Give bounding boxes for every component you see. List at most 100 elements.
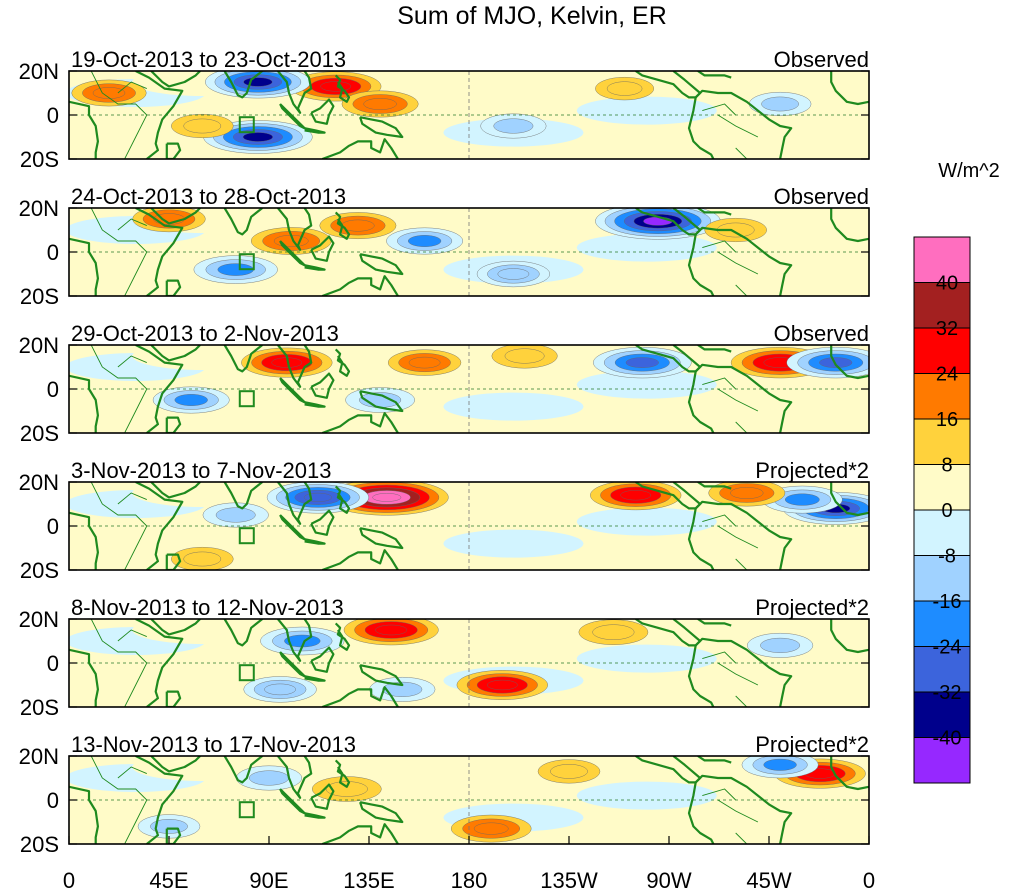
coastline — [277, 345, 313, 388]
coastline — [334, 211, 351, 240]
coastline — [223, 208, 263, 236]
map-panel-3: 20N 0 20S 29-Oct-2013 to 2-Nov-2013 Observed — [19, 321, 870, 446]
coastline — [304, 812, 326, 819]
anomaly-contour-7 — [382, 681, 423, 697]
coastline — [697, 756, 732, 764]
anomaly-contour-6 — [550, 764, 588, 779]
coastline — [304, 401, 326, 408]
coastline — [694, 774, 793, 844]
coastline — [277, 756, 313, 799]
coastline — [830, 619, 869, 654]
lat-tick-label: 20S — [20, 147, 59, 172]
country-border — [717, 799, 759, 823]
coastline — [321, 138, 399, 159]
coastline — [69, 237, 99, 296]
country-border — [735, 147, 748, 159]
coastline — [310, 783, 335, 810]
coastline — [165, 690, 182, 707]
coastlines — [69, 482, 869, 570]
panel-date-range: 8-Nov-2013 to 12-Nov-2013 — [71, 595, 344, 620]
coastline — [321, 549, 399, 570]
anomaly-contour-2 — [486, 679, 518, 691]
coastline — [697, 71, 732, 79]
coastline — [310, 235, 335, 262]
anomaly-contour-3 — [243, 77, 273, 87]
country-border — [717, 114, 759, 138]
weak-anomaly-band — [576, 507, 717, 536]
coastline — [150, 482, 201, 499]
lat-tick-label: 20S — [20, 421, 59, 446]
lon-tick-label: 135W — [540, 868, 598, 889]
map-panel-2: 20N 0 20S 24-Oct-2013 to 28-Oct-2013 Observe… — [19, 184, 870, 309]
coastline — [277, 208, 313, 251]
map-panel-4: 20N 0 20S 3-Nov-2013 to 7-Nov-2013 Projected… — [19, 458, 870, 583]
coastline — [635, 71, 702, 99]
coastline — [223, 482, 263, 510]
coastline — [697, 345, 732, 353]
anomaly-contour-1 — [643, 216, 673, 226]
coastlines — [69, 71, 869, 159]
coastline — [310, 646, 335, 673]
coastline — [359, 801, 404, 824]
weak-anomaly-band — [732, 401, 869, 430]
coastlines — [69, 756, 869, 844]
weak-anomaly-band — [443, 392, 584, 421]
weak-anomaly-band — [576, 370, 717, 399]
island-marker — [238, 116, 255, 134]
coastline — [359, 527, 404, 550]
country-border — [735, 832, 748, 844]
anomaly-contour-1 — [320, 81, 352, 92]
map-panel-1: 20N 0 20S 19-Oct-2013 to 23-Oct-2013 Observe… — [19, 47, 870, 172]
anomaly-contour-6 — [730, 487, 764, 499]
anomaly-contour-6 — [497, 268, 530, 280]
coastline — [279, 240, 306, 267]
colorbar-level-label: 24 — [936, 364, 958, 386]
coastline — [223, 756, 263, 784]
country-border — [90, 756, 148, 844]
coastline — [165, 279, 182, 296]
lon-tick-label: 135E — [343, 868, 394, 889]
weak-anomaly-band — [576, 781, 717, 810]
country-border — [717, 662, 759, 686]
panel-source-label: Observed — [774, 47, 869, 72]
coastline — [135, 482, 184, 570]
coastline — [279, 103, 306, 130]
coastline — [697, 208, 732, 216]
coastline — [334, 74, 351, 103]
coastline — [150, 756, 201, 773]
coastline — [694, 226, 793, 296]
panel-source-label: Projected*2 — [755, 732, 869, 757]
lat-tick-label: 0 — [47, 240, 59, 265]
colorbar-swatch — [913, 464, 971, 511]
anomaly-contour-5 — [249, 770, 289, 786]
colorbar-swatch — [913, 555, 971, 602]
anomaly-field — [69, 345, 869, 430]
country-border — [702, 103, 737, 116]
coastline — [359, 664, 404, 687]
coastline — [635, 482, 702, 510]
lat-tick-label: 20S — [20, 832, 59, 857]
anomaly-contour-6 — [760, 637, 800, 653]
anomaly-contour-5 — [620, 490, 652, 501]
coastline — [694, 89, 793, 159]
anomaly-contour-2 — [763, 758, 797, 771]
country-border — [117, 629, 147, 642]
country-border — [735, 558, 748, 570]
weak-anomaly-band — [399, 90, 539, 118]
anomaly-contour-8 — [183, 551, 222, 567]
weak-anomaly-band — [732, 264, 869, 293]
coastline — [150, 345, 201, 362]
coastline — [279, 651, 306, 678]
panel-source-label: Observed — [774, 184, 869, 209]
island-marker — [238, 527, 255, 545]
anomaly-contour-4 — [264, 683, 296, 696]
coastline — [359, 390, 404, 413]
lat-tick-label: 0 — [47, 514, 59, 539]
coastline — [687, 234, 715, 296]
coastline — [321, 412, 399, 433]
anomaly-contour-4 — [242, 132, 273, 142]
anomaly-contour-1 — [372, 493, 402, 502]
lon-tick-label: 0 — [863, 868, 875, 889]
panel-date-range: 24-Oct-2013 to 28-Oct-2013 — [71, 184, 346, 209]
coastline — [321, 275, 399, 296]
